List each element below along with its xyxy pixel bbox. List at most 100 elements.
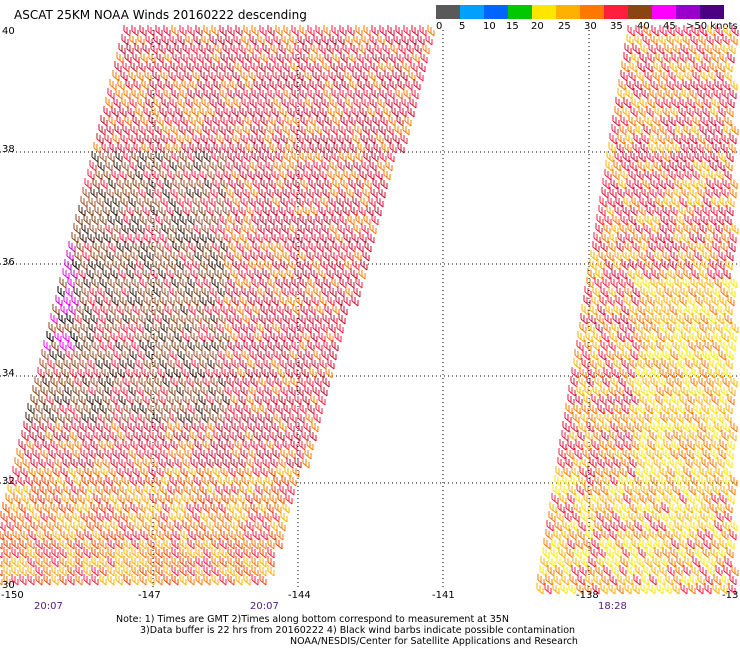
wind-barb: [551, 493, 559, 505]
wind-barb: [647, 394, 655, 406]
wind-barb: [212, 304, 220, 316]
wind-barb: [290, 313, 298, 325]
wind-barb: [118, 205, 126, 217]
wind-barb: [595, 565, 603, 577]
wind-barb: [288, 385, 296, 397]
wind-barb: [91, 574, 99, 586]
wind-barb: [228, 466, 236, 478]
wind-barb: [118, 43, 126, 55]
wind-barb: [115, 574, 123, 586]
wind-barb: [701, 259, 709, 271]
wind-barb: [213, 430, 221, 442]
wind-barb: [539, 565, 547, 577]
wind-barb: [189, 142, 197, 154]
wind-barb: [93, 430, 101, 442]
wind-barb: [661, 259, 669, 271]
wind-barb: [247, 169, 255, 181]
wind-barb: [83, 214, 91, 226]
wind-barb: [155, 88, 163, 100]
wind-barb: [418, 61, 426, 73]
wind-barb: [296, 196, 304, 208]
wind-barb: [356, 52, 364, 64]
wind-barb: [555, 565, 563, 577]
wind-barb: [29, 430, 37, 442]
wind-barb: [646, 448, 654, 460]
wind-barb: [705, 133, 713, 145]
wind-barb: [85, 430, 93, 442]
wind-barb: [673, 331, 681, 343]
wind-barb: [257, 286, 265, 298]
wind-barb: [641, 88, 649, 100]
wind-barb: [281, 349, 289, 361]
wind-barb: [105, 286, 113, 298]
wind-barb: [244, 529, 252, 541]
wind-barb: [638, 448, 646, 460]
wind-barb: [91, 538, 99, 550]
wind-barb: [76, 529, 84, 541]
wind-barb: [592, 340, 600, 352]
wind-barb: [59, 565, 67, 577]
wind-barb: [173, 142, 181, 154]
legend-swatch: [508, 5, 532, 19]
wind-barb: [685, 160, 693, 172]
wind-barb: [143, 484, 151, 496]
wind-barb: [146, 439, 154, 451]
wind-barb: [154, 124, 162, 136]
wind-barb: [321, 160, 329, 172]
wind-barb: [102, 268, 110, 280]
wind-barb: [617, 232, 625, 244]
wind-barb: [690, 475, 698, 487]
wind-barb: [403, 88, 411, 100]
wind-barb: [577, 331, 585, 343]
wind-barb: [584, 340, 592, 352]
wind-barb: [182, 520, 190, 532]
wind-barb: [225, 412, 233, 424]
wind-barb: [611, 268, 619, 280]
wind-barb: [18, 439, 26, 451]
wind-barb: [628, 412, 636, 424]
wind-barb: [332, 178, 340, 190]
wind-barb: [632, 286, 640, 298]
wind-barb: [384, 70, 392, 82]
wind-barb: [253, 142, 261, 154]
wind-barb: [698, 79, 706, 91]
wind-barb: [39, 484, 47, 496]
wind-barb: [255, 484, 263, 496]
wind-barb: [48, 511, 56, 523]
wind-barb: [651, 223, 659, 235]
wind-barb: [155, 538, 163, 550]
wind-barb: [34, 502, 42, 514]
wind-barb: [115, 565, 123, 577]
wind-barb: [706, 376, 714, 388]
wind-barb: [164, 241, 172, 253]
wind-barb: [300, 241, 308, 253]
wind-barb: [310, 268, 318, 280]
wind-barb: [202, 313, 210, 325]
wind-barb: [698, 277, 706, 289]
wind-barb: [374, 205, 382, 217]
wind-barb: [652, 511, 660, 523]
wind-barb: [47, 421, 55, 433]
wind-barb: [48, 448, 56, 460]
wind-barb: [685, 259, 693, 271]
wind-barb: [73, 223, 81, 235]
wind-barb: [279, 295, 287, 307]
wind-barb: [198, 43, 206, 55]
wind-barb: [131, 277, 139, 289]
wind-barb: [718, 151, 726, 163]
wind-barb: [207, 358, 215, 370]
wind-barb: [183, 358, 191, 370]
wind-barb: [375, 169, 383, 181]
wind-barb: [132, 241, 140, 253]
wind-barb: [161, 97, 169, 109]
wind-barb: [391, 106, 399, 118]
wind-barb: [704, 142, 712, 154]
wind-barb: [130, 502, 138, 514]
wind-barb: [696, 340, 704, 352]
wind-barb: [714, 475, 722, 487]
wind-barb: [116, 529, 124, 541]
wind-barb: [121, 223, 129, 235]
wind-barb: [322, 124, 330, 136]
wind-barb: [270, 268, 278, 280]
wind-barb: [712, 340, 720, 352]
